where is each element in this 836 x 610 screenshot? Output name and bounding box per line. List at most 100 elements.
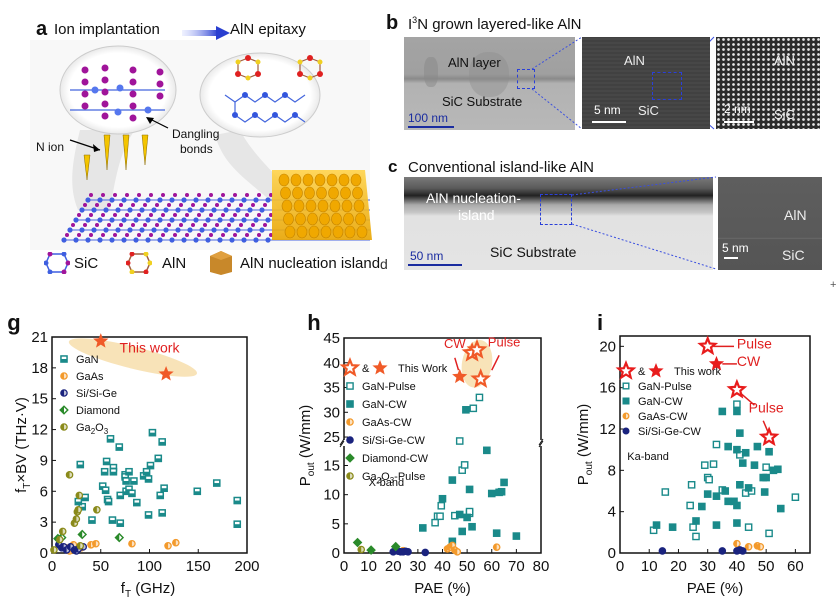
data-point [708,355,725,371]
x-axis-label: PAE (%) [414,580,470,597]
x-tick-label: 60 [483,558,500,575]
pulse-arrow [491,354,500,371]
this-work-annotation: This work [120,339,181,355]
data-point-fill [102,469,107,472]
panel-b-letter: b [386,12,399,34]
data-point-fill [89,517,95,521]
aln-label: AlN [774,53,795,68]
data-point-fill [82,531,86,538]
y-tick-label: 21 [31,329,48,346]
legend-marker [339,357,361,377]
legend-marker [345,453,355,463]
data-point [448,476,457,484]
data-point [733,445,741,454]
tem-image-b2: AlN SiC 5 nm [582,37,710,129]
data-point [492,543,501,551]
data-point [687,480,696,489]
plot-frame [619,335,811,554]
data-point [463,513,471,522]
legend-marker-fill [64,390,67,396]
data-point [144,511,153,519]
panel-c-title: Conventional island-like AlN [408,159,594,176]
sic-substrate-label: SiC Substrate [442,94,523,109]
aln-legend-icon [125,251,153,275]
x-tick-label: 0 [340,558,348,575]
data-point [419,524,427,532]
data-point [738,547,747,555]
panel-b: b I3N grown layered-like AlN AlN layer S… [380,0,836,145]
data-point [692,532,700,541]
y-tick-label: 0 [40,545,48,562]
legend-marker-fill [64,424,67,430]
legend-marker [346,382,354,390]
data-point [712,492,721,500]
data-point-fill [234,498,240,501]
data-point-fill [117,493,123,496]
data-point [487,489,496,498]
y-axis-label: Pout (W/mm) [297,405,317,486]
data-point [753,442,762,451]
legend-label: GaN [76,354,99,366]
data-point-fill [80,543,83,549]
data-point [726,378,748,399]
data-point [733,407,741,416]
data-point [712,521,721,529]
data-point-fill [111,465,116,468]
data-point [492,529,501,537]
y-tick-label: 0 [608,545,616,562]
x-tick-label: 50 [92,558,109,575]
data-point-fill [161,485,167,489]
data-point [462,406,470,414]
pulse-arrow-3 [762,420,769,432]
data-point-fill [53,547,57,553]
data-point-fill [78,507,81,513]
data-point-fill [116,444,122,448]
panel-b-title: I3N grown layered-like AlN [408,15,581,33]
legend-label: This work [674,366,722,378]
data-point [760,488,769,496]
y-tick-label: 15 [323,458,340,475]
data-point [718,407,727,416]
data-point [357,545,366,554]
data-point [744,484,753,492]
ion-implantation-illustration [30,40,372,250]
nucleation-island-legend-label: AlN nucleation island [240,255,381,272]
data-point-fill [77,462,83,465]
data-point [738,459,747,467]
data-point [791,493,800,502]
legend-marker-fill [626,413,629,419]
legend-marker-fill [64,373,67,379]
legend-marker-fill [61,356,67,359]
data-point-fill [126,469,132,472]
arrow-right-icon [182,26,230,40]
x-tick-label: 40 [729,558,746,575]
n-ion-label: N ion [36,140,65,154]
legend-marker [622,397,630,405]
sic-label: SiC [774,107,795,122]
data-point [452,368,468,384]
chart-g-letter: g [7,310,20,335]
data-point-fill [95,541,99,547]
data-point [652,521,661,529]
data-point [750,461,759,469]
data-point [455,510,464,519]
tem-image-b3: AlN SiC 2 nm [716,37,820,129]
data-point [758,426,780,447]
data-point [460,461,469,469]
x-tick-label: 200 [234,558,259,575]
aln-legend-label: AlN [162,255,187,272]
data-point [483,446,491,455]
y-tick-label: 15 [31,391,48,408]
data-point [114,532,125,543]
data-point-fill [122,474,128,477]
data-point [756,543,765,551]
data-point-fill [175,540,179,546]
zoom-region-box [652,72,682,100]
legend-marker-fill [64,407,67,413]
panel-c-letter: c [388,157,398,176]
x-tick-label: 0 [616,558,624,575]
scale-bar [724,121,754,123]
data-point [448,537,457,546]
legend-marker-fill [350,473,353,479]
panel-a-step1: Ion implantation [54,21,160,38]
